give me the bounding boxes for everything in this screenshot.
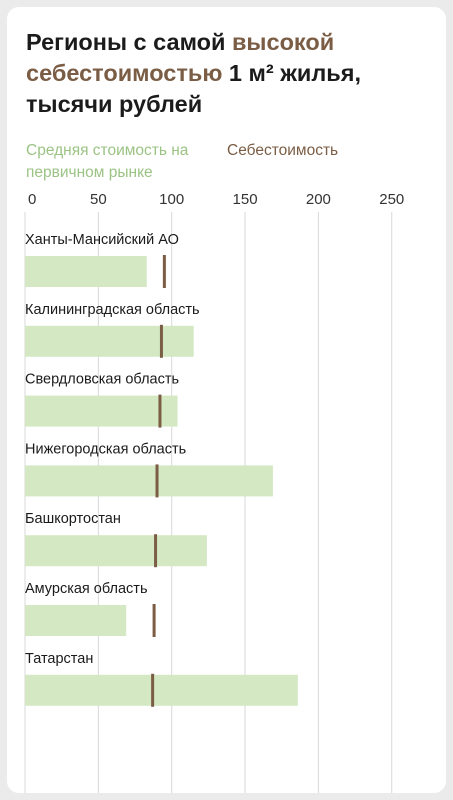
x-tick-label: 150 <box>233 191 258 208</box>
x-tick-label: 200 <box>306 191 331 208</box>
tick-cost-price <box>152 604 156 637</box>
tick-cost-price <box>154 534 158 568</box>
bar-chart: 0 50 100 150 200 250 Ханты-Мансийский АО Калини… <box>24 191 404 793</box>
category-label: Свердловская область <box>25 372 179 388</box>
bar-average-price <box>25 325 194 357</box>
bar-average-price <box>25 256 147 287</box>
bar-average-price <box>25 465 273 497</box>
title-part-1: Регионы с самой <box>26 29 232 55</box>
tick-cost-price <box>162 255 166 288</box>
legend-cost-price: Себестоимость <box>227 142 339 159</box>
category-label: Башкортостан <box>25 511 121 527</box>
bar-average-price <box>25 605 127 636</box>
bar-average-price <box>25 535 207 567</box>
bar-average-price <box>25 674 298 706</box>
title-highlight: высокой себестоимостью <box>26 29 335 86</box>
tick-cost-price <box>151 673 155 707</box>
chart-card: Регионы с самой высокой себестоимостью 1… <box>7 7 446 793</box>
title-part-2: 1 м² жилья, тысячи рублей <box>26 60 361 117</box>
category-label: Амурская область <box>25 581 148 597</box>
tick-cost-price <box>159 324 163 358</box>
x-tick-label: 0 <box>28 191 36 208</box>
x-tick-label: 50 <box>90 191 107 208</box>
tick-cost-price <box>158 394 162 428</box>
x-tick-label: 100 <box>159 191 184 208</box>
legend-average-price: Средняя стоимость на первичном рынке <box>26 142 189 181</box>
category-label: Ханты-Мансийский АО <box>25 232 179 248</box>
category-label: Татарстан <box>25 651 93 667</box>
x-tick-label: 250 <box>379 191 404 208</box>
tick-cost-price <box>155 464 159 498</box>
category-label: Нижегородская область <box>25 441 186 457</box>
chart-title: Регионы с самой высокой себестоимостью 1… <box>26 27 431 120</box>
category-label: Калининградская область <box>25 302 200 318</box>
bar-average-price <box>25 395 178 427</box>
